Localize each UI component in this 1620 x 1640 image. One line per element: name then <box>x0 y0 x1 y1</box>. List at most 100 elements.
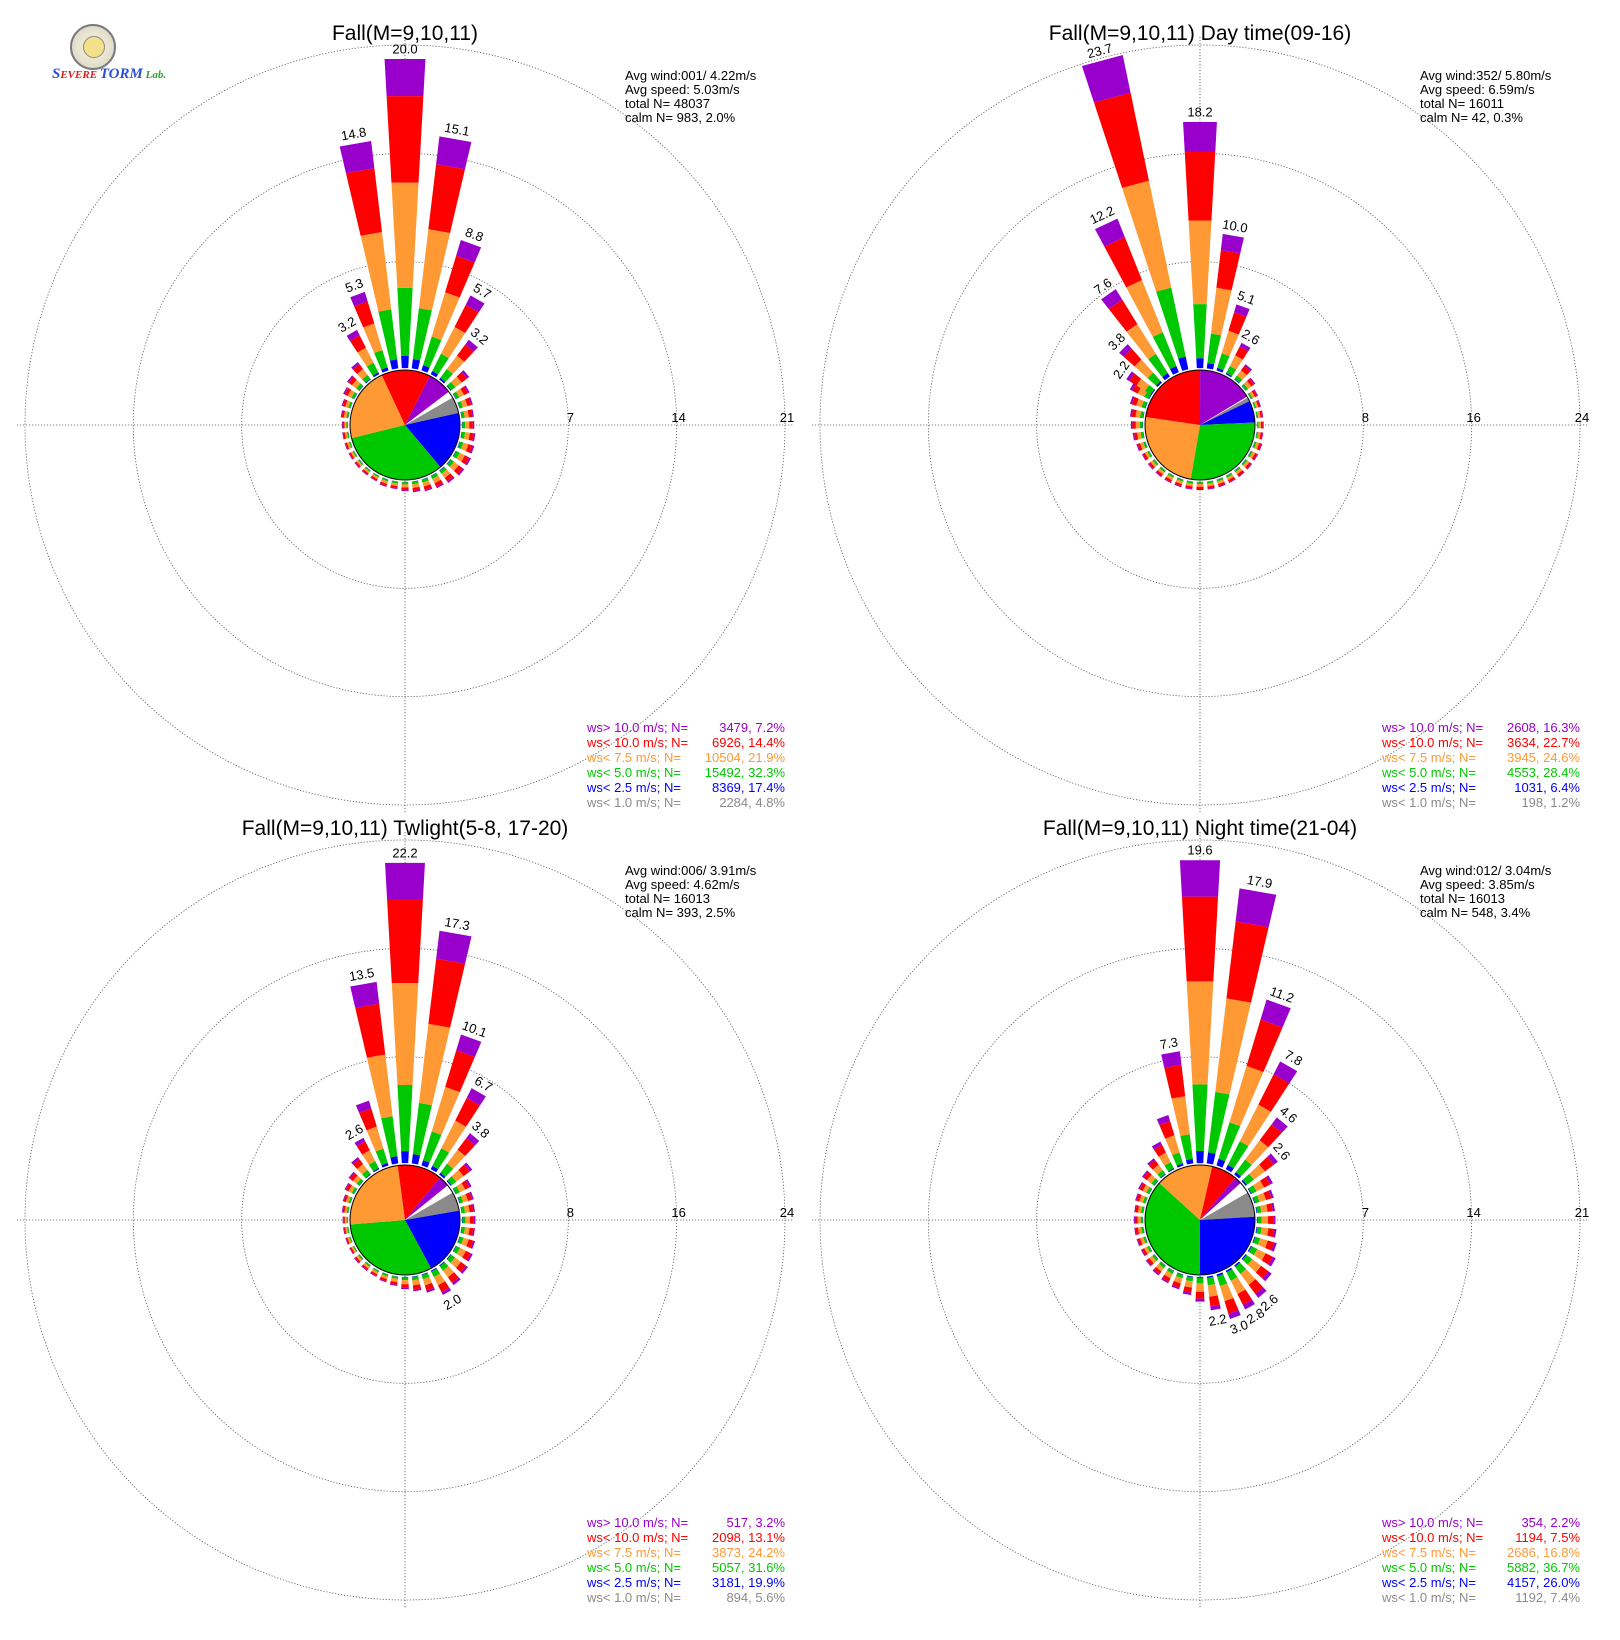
bar-segment <box>1247 450 1252 457</box>
direction-bar <box>348 1171 364 1186</box>
direction-bar <box>1081 55 1189 371</box>
speed-pie-slice <box>405 1185 453 1220</box>
bar-segment <box>1243 380 1252 389</box>
legend-entry: ws< 5.0 m/s; N= 5057, 31.6% <box>586 1560 785 1575</box>
bar-segment <box>345 1237 350 1245</box>
bar-segment <box>1220 233 1244 254</box>
bar-segment <box>1137 1227 1143 1235</box>
bar-segment <box>355 1100 372 1113</box>
bar-segment <box>465 1192 473 1201</box>
bar-segment <box>1272 1228 1277 1238</box>
bar-segment <box>1142 411 1145 419</box>
bar-segment <box>1247 450 1253 458</box>
speed-pie-slice <box>1200 396 1248 425</box>
legend-entry: ws< 2.5 m/s; N= 4157, 26.0% <box>1381 1575 1580 1590</box>
bar-segment <box>353 450 358 457</box>
bar-segment <box>1243 460 1250 468</box>
bar-segment <box>463 1227 470 1235</box>
bar-segment <box>465 1179 472 1188</box>
bar-segment <box>460 386 469 396</box>
bar-segment <box>1141 1248 1148 1256</box>
bar-segment <box>1217 481 1226 487</box>
speed-pie-slice <box>405 1177 448 1220</box>
direction-bar <box>439 1261 461 1286</box>
direction-bar <box>457 1191 474 1204</box>
bar-segment <box>465 1216 471 1224</box>
bar-segment <box>1132 432 1136 441</box>
bar-segment <box>356 1141 370 1155</box>
bar-segment <box>1254 400 1259 409</box>
bar-segment <box>346 1216 348 1224</box>
bar-segment <box>1154 459 1159 465</box>
direction-bar <box>370 1267 380 1277</box>
ring-label: 8 <box>1362 410 1369 425</box>
bar-segment <box>391 1275 399 1280</box>
legend-label: ws> 10.0 m/s; N= <box>1381 1515 1483 1530</box>
range-ring <box>1036 1056 1364 1384</box>
direction-bar <box>430 1088 486 1173</box>
direction-bar <box>1155 466 1166 478</box>
bar-segment <box>1267 1153 1278 1165</box>
direction-bar <box>439 466 455 484</box>
bar-segment <box>1152 1164 1163 1175</box>
bar-segment <box>442 1266 455 1278</box>
bar-segment <box>1141 453 1147 461</box>
bar-segment <box>446 459 452 465</box>
legend-value: 5882, 36.7% <box>1507 1560 1580 1575</box>
bar-segment <box>1137 1238 1143 1246</box>
direction-bar <box>1094 218 1179 375</box>
bar-segment <box>1196 482 1204 485</box>
bar-segment <box>1252 401 1257 409</box>
ring-label: 24 <box>780 1205 794 1220</box>
direction-bar <box>430 1267 452 1296</box>
bar-segment <box>1237 1289 1253 1305</box>
bar-segment <box>1177 1272 1184 1276</box>
panel-title: Fall(M=9,10,11) Twlight(5-8, 17-20) <box>242 817 569 840</box>
bar-segment <box>1234 466 1240 471</box>
bar-segment <box>1225 1267 1233 1273</box>
bar-segment <box>1139 1194 1146 1203</box>
direction-bar <box>1151 1141 1175 1173</box>
direction-bar <box>1247 389 1259 400</box>
bar-segment <box>1145 1197 1148 1204</box>
legend-value: 2098, 13.1% <box>712 1530 785 1545</box>
bar-segment <box>1193 304 1207 359</box>
speed-pie-outline <box>1144 369 1256 481</box>
bar-segment <box>422 480 431 487</box>
bar-segment <box>390 487 398 490</box>
speed-pie-slice <box>405 1192 460 1220</box>
bar-value-label: 8.8 <box>463 224 485 244</box>
bar-segment <box>1255 1287 1267 1298</box>
bar-segment <box>381 367 389 373</box>
legend-label: ws< 1.0 m/s; N= <box>1381 1590 1476 1605</box>
direction-bar <box>1216 1272 1241 1320</box>
bar-value-label: 13.5 <box>348 965 376 984</box>
speed-pie-slice <box>1145 416 1200 480</box>
bar-segment <box>1216 1158 1226 1168</box>
stats-line: Avg speed: 3.85m/s <box>1420 877 1535 892</box>
bar-segment <box>1173 1276 1183 1284</box>
bar-segment <box>462 1250 471 1261</box>
bar-segment <box>1133 432 1139 441</box>
bar-segment <box>468 397 473 405</box>
bar-segment <box>411 1276 419 1281</box>
bar-segment <box>365 378 371 384</box>
bar-segment <box>1122 180 1172 292</box>
logo-letter: S <box>52 66 61 82</box>
bar-segment <box>348 1226 350 1234</box>
bar-segment <box>1143 441 1148 449</box>
bar-segment <box>1148 1160 1159 1170</box>
bar-segment <box>453 465 463 475</box>
bar-segment <box>1271 1117 1288 1133</box>
direction-bar <box>343 1226 350 1235</box>
windrose-panel-2: 8 16 2423.718.210.05.12.612.27.63.82.2Fall… <box>812 22 1589 813</box>
direction-bar <box>361 466 371 476</box>
ring-label: 14 <box>671 410 685 425</box>
bar-segment <box>373 1267 380 1272</box>
bar-segment <box>1160 466 1166 471</box>
bar-segment <box>472 1228 476 1237</box>
bar-segment <box>1257 399 1262 407</box>
bar-segment <box>1208 1091 1230 1154</box>
bar-segment <box>452 1245 457 1252</box>
bar-segment <box>1271 1242 1277 1252</box>
